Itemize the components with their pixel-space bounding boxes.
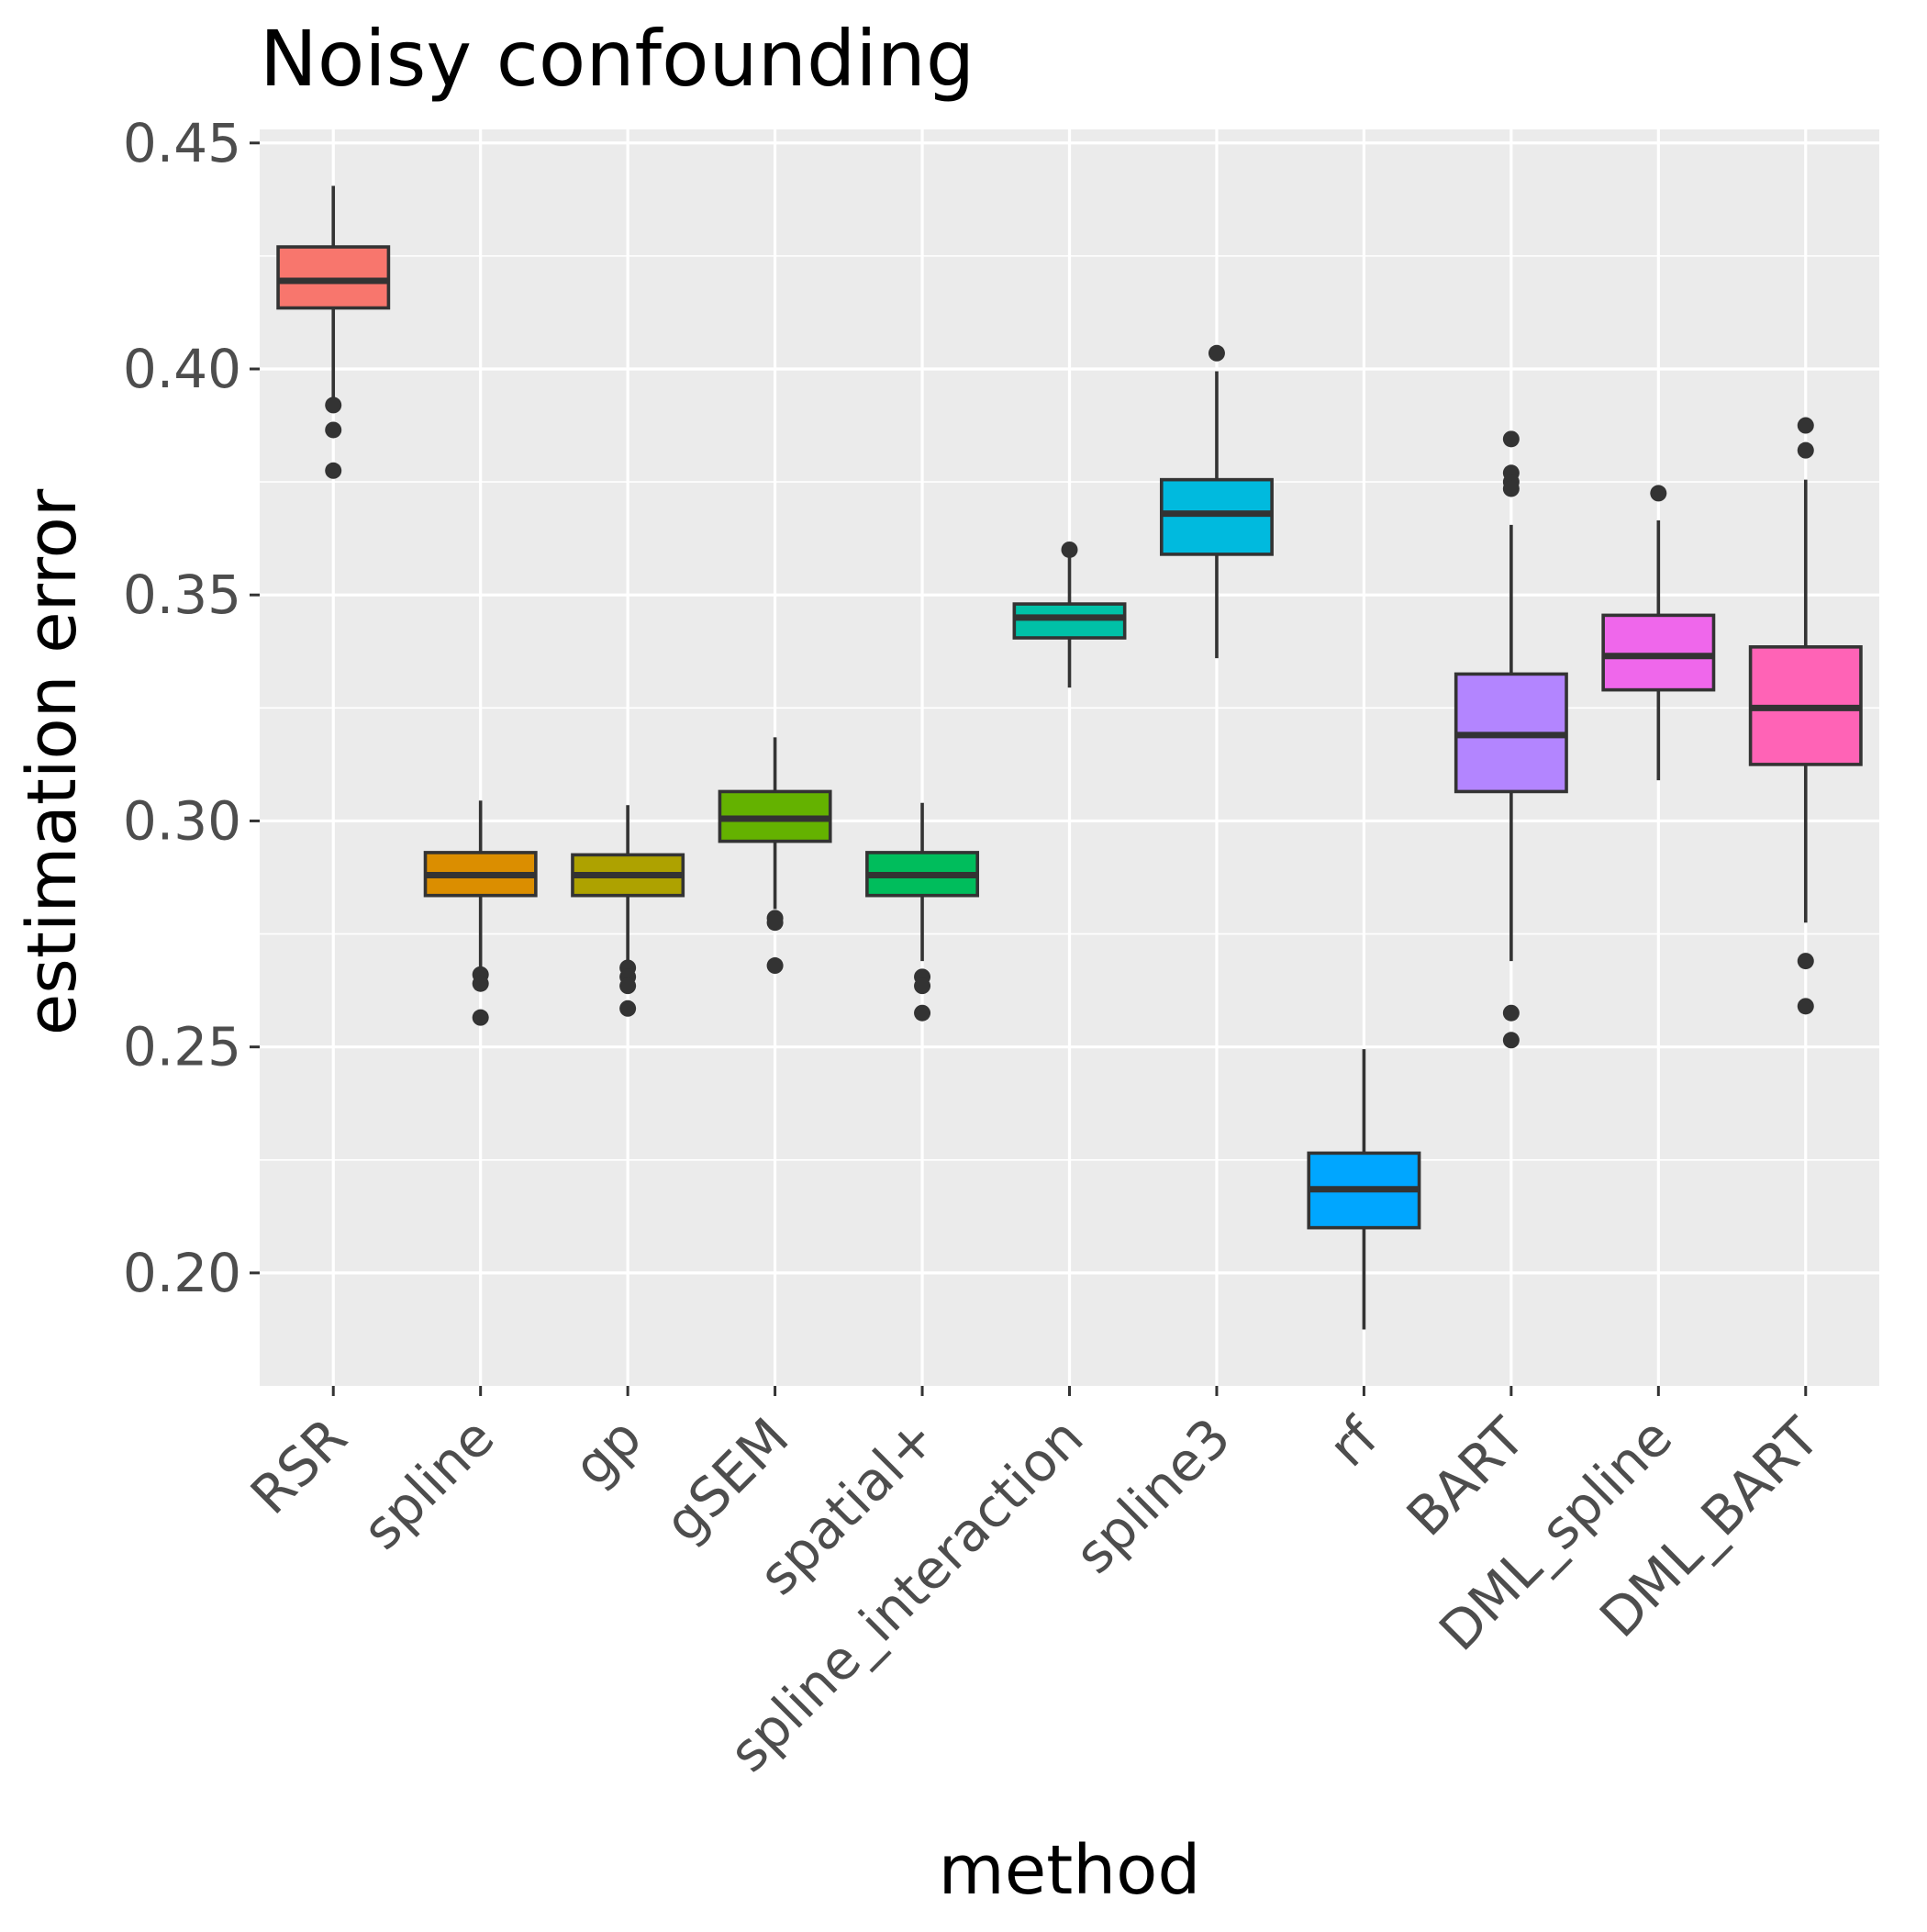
outlier-point <box>766 957 784 975</box>
box-BART <box>1454 430 1568 1049</box>
x-tick-label: gp <box>562 1406 653 1498</box>
box-iqr <box>1601 613 1716 692</box>
box-RSR <box>276 185 391 479</box>
y-tick-label: 0.35 <box>123 564 241 626</box>
box-rf <box>1307 1049 1421 1330</box>
outlier-point <box>1650 485 1667 502</box>
outlier-point <box>766 914 784 932</box>
box-iqr <box>1012 602 1127 640</box>
outlier-point <box>1502 1004 1520 1022</box>
box-spline_interaction <box>1012 541 1127 688</box>
y-tick-label: 0.45 <box>123 112 241 174</box>
outlier-point <box>325 421 342 439</box>
outlier-point <box>472 1009 489 1026</box>
outlier-point <box>325 462 342 479</box>
box-iqr <box>1159 477 1274 556</box>
outlier-point <box>1502 480 1520 497</box>
outlier-point <box>1797 441 1814 459</box>
x-tick-label: rf <box>1317 1405 1391 1480</box>
y-axis-title: estimation error <box>13 488 92 1035</box>
box-DML_spline <box>1601 485 1716 781</box>
y-tick-label: 0.30 <box>123 789 241 852</box>
x-tick-label: spline <box>351 1406 507 1562</box>
box-gp <box>571 805 685 1017</box>
y-tick-label: 0.40 <box>123 338 241 400</box>
box-spatial+ <box>865 802 980 1022</box>
chart-title: Noisy confounding <box>260 14 975 104</box>
box-gSEM <box>718 737 832 975</box>
outlier-point <box>1797 417 1814 434</box>
outlier-point <box>472 975 489 992</box>
x-axis-title: method <box>939 1831 1201 1910</box>
outlier-point <box>1208 344 1225 362</box>
outlier-point <box>914 977 931 995</box>
outlier-point <box>619 977 637 995</box>
x-tick-label: spline3 <box>1063 1406 1242 1586</box>
y-tick-label: 0.25 <box>123 1016 241 1078</box>
boxes-layer <box>276 185 1863 1330</box>
box-spline3 <box>1159 344 1274 659</box>
outlier-point <box>619 1000 637 1017</box>
box-DML_BART <box>1748 417 1863 1015</box>
box-iqr <box>276 245 391 310</box>
outlier-point <box>1797 998 1814 1015</box>
x-tick-label: RSR <box>239 1406 359 1526</box>
outlier-point <box>1502 1032 1520 1049</box>
box-spline <box>423 800 538 1026</box>
outlier-point <box>325 396 342 414</box>
x-tick-label: BART <box>1395 1405 1537 1547</box>
outlier-point <box>1502 430 1520 448</box>
y-tick-label: 0.20 <box>123 1242 241 1304</box>
outlier-point <box>914 1004 931 1022</box>
outlier-point <box>1797 953 1814 970</box>
outlier-point <box>1061 541 1078 558</box>
